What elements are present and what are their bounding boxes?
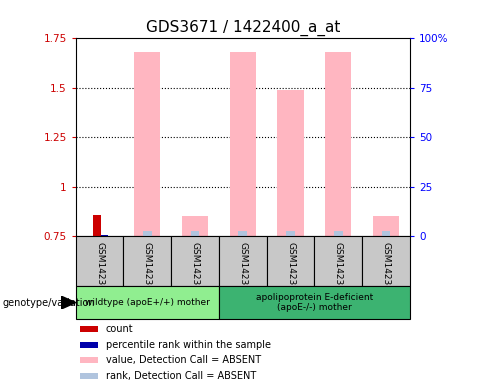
Text: apolipoprotein E-deficient
(apoE-/-) mother: apolipoprotein E-deficient (apoE-/-) mot… [256, 293, 373, 312]
Bar [277, 90, 304, 236]
Bar [93, 215, 102, 236]
Bar [325, 52, 351, 236]
Polygon shape [61, 296, 76, 309]
Bar [373, 217, 399, 236]
Bar [76, 236, 123, 286]
Bar [382, 231, 390, 236]
Bar [76, 286, 219, 319]
Bar [239, 231, 247, 236]
Text: GSM142376: GSM142376 [334, 242, 343, 297]
Bar [80, 373, 98, 379]
Bar [230, 52, 256, 236]
Text: rank, Detection Call = ABSENT: rank, Detection Call = ABSENT [106, 371, 256, 381]
Text: count: count [106, 324, 133, 334]
Bar [182, 217, 208, 236]
Bar [362, 236, 410, 286]
Title: GDS3671 / 1422400_a_at: GDS3671 / 1422400_a_at [145, 20, 340, 36]
Text: value, Detection Call = ABSENT: value, Detection Call = ABSENT [106, 355, 261, 365]
Bar [134, 52, 161, 236]
Text: GSM142380: GSM142380 [382, 242, 390, 297]
Bar [80, 357, 98, 363]
Text: GSM142369: GSM142369 [143, 242, 152, 297]
Text: GSM142374: GSM142374 [286, 242, 295, 297]
Bar [171, 236, 219, 286]
Bar [80, 326, 98, 332]
Text: GSM142370: GSM142370 [190, 242, 200, 297]
Text: wildtype (apoE+/+) mother: wildtype (apoE+/+) mother [85, 298, 210, 307]
Bar [143, 231, 152, 236]
Bar [334, 231, 343, 236]
Bar [219, 236, 266, 286]
Bar [101, 235, 108, 236]
Bar [286, 231, 295, 236]
Bar [219, 286, 410, 319]
Text: GSM142367: GSM142367 [95, 242, 104, 297]
Bar [123, 236, 171, 286]
Bar [191, 231, 199, 236]
Text: genotype/variation: genotype/variation [2, 298, 95, 308]
Text: GSM142372: GSM142372 [238, 242, 247, 297]
Bar [266, 236, 314, 286]
Bar [80, 342, 98, 348]
Bar [314, 236, 362, 286]
Text: percentile rank within the sample: percentile rank within the sample [106, 340, 271, 350]
